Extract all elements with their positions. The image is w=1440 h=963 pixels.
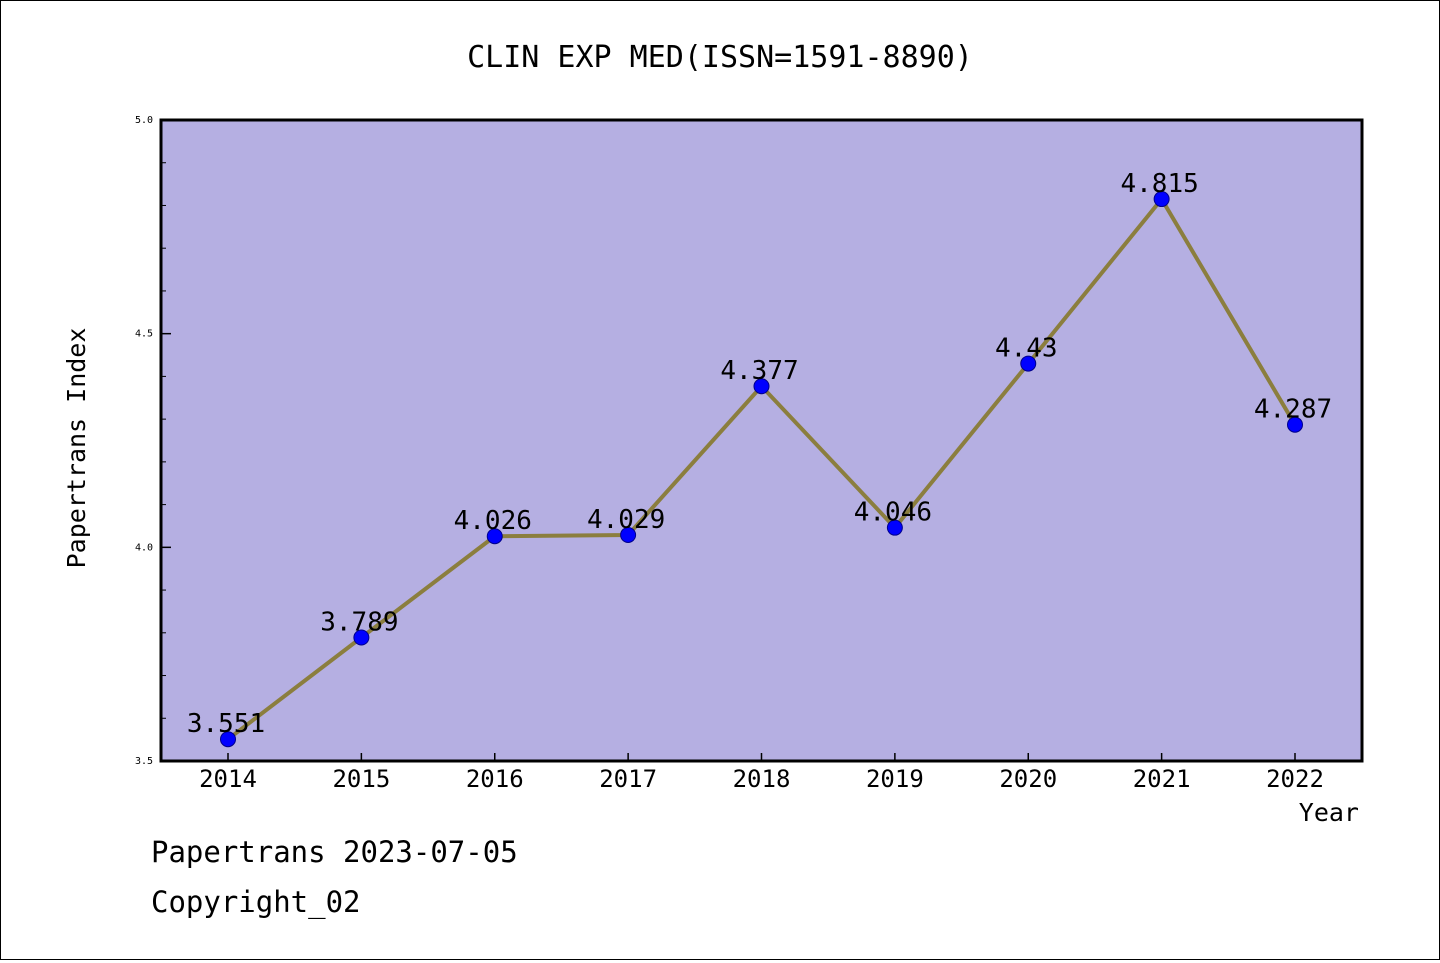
- x-tick-label: 2016: [466, 765, 524, 793]
- data-point: [1020, 355, 1037, 372]
- plot-area: [159, 118, 1364, 763]
- x-axis-label: Year: [1299, 798, 1359, 827]
- data-point: [886, 519, 903, 536]
- data-label: 3.551: [187, 709, 265, 739]
- x-tick-label: 2019: [866, 765, 924, 793]
- data-point: [1153, 191, 1170, 208]
- y-tick-label: 5.0: [135, 115, 153, 126]
- data-label: 4.377: [720, 356, 798, 386]
- x-axis: 2014 2015 2016 2017 2018 2019 2020 2021 2022: [199, 753, 1324, 793]
- x-tick-label: 2021: [1133, 765, 1191, 793]
- data-point: [220, 731, 236, 748]
- data-label: 4.026: [454, 506, 532, 536]
- data-label: 4.43: [995, 334, 1058, 364]
- x-tick-label: 2015: [332, 765, 390, 793]
- x-tick-label: 2020: [999, 765, 1057, 793]
- x-tick-label: 2018: [733, 765, 791, 793]
- data-point: [1287, 416, 1303, 433]
- y-tick-label: 3.5: [135, 756, 153, 767]
- data-point: [353, 629, 370, 646]
- data-label: 4.029: [587, 505, 665, 535]
- y-axis: 3.5 4.0 4.5 5.0: [135, 115, 171, 767]
- y-tick-label: 4.5: [135, 329, 153, 340]
- data-label: 4.046: [854, 498, 932, 528]
- series-layer: 3.551 3.789 4.026 4.029 4.377 4.046 4.43 4.815 4…: [187, 169, 1332, 748]
- data-point: [753, 378, 770, 395]
- footer-copyright: Copyright_02: [151, 885, 361, 919]
- data-label: 4.815: [1120, 169, 1198, 199]
- data-label: 3.789: [320, 608, 398, 638]
- data-point: [486, 528, 503, 545]
- footer-date: Papertrans 2023-07-05: [151, 835, 518, 869]
- data-label: 4.287: [1254, 395, 1332, 425]
- chart-title: CLIN EXP MED(ISSN=1591-8890): [467, 40, 973, 75]
- x-tick-label: 2022: [1266, 765, 1324, 793]
- y-tick-label: 4.0: [135, 542, 153, 553]
- x-tick-label: 2014: [199, 765, 257, 793]
- x-tick-label: 2017: [599, 765, 657, 793]
- y-axis-label: Papertrans Index: [62, 328, 91, 569]
- data-point: [620, 526, 637, 543]
